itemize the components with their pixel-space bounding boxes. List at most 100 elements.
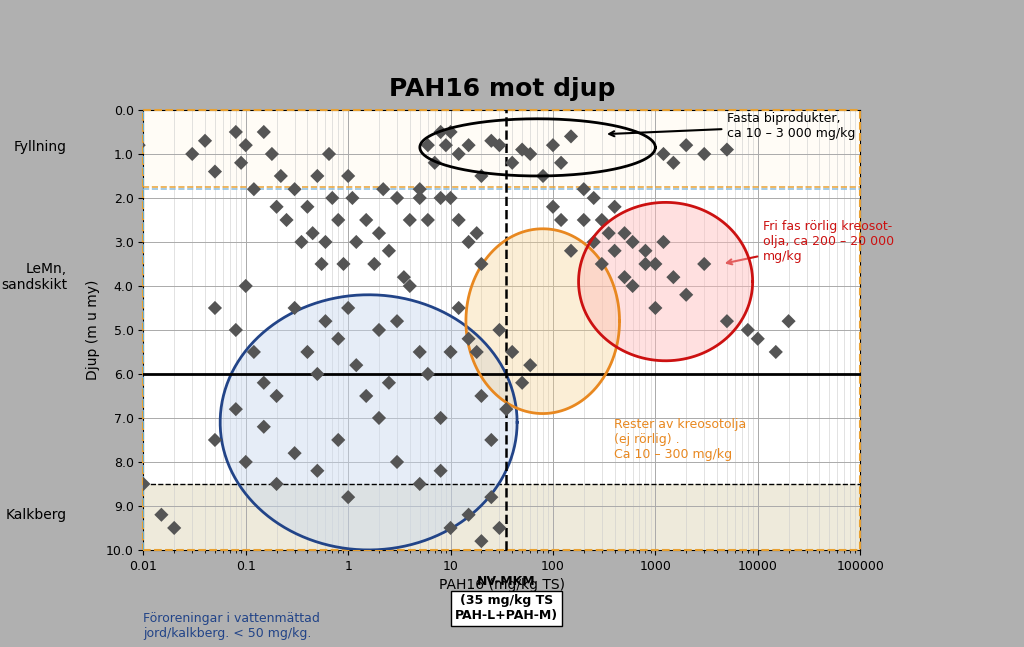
Point xyxy=(309,466,326,476)
Point xyxy=(197,136,213,146)
Point xyxy=(293,237,309,247)
Point xyxy=(492,523,508,533)
Point xyxy=(780,316,797,326)
Point xyxy=(304,228,321,238)
Point xyxy=(563,246,580,256)
Point xyxy=(655,149,672,159)
Point xyxy=(340,171,356,181)
Point xyxy=(321,149,337,159)
Point xyxy=(719,316,735,326)
Point xyxy=(317,237,334,247)
Point xyxy=(647,303,664,313)
Point xyxy=(678,140,694,150)
Point xyxy=(461,237,477,247)
Point xyxy=(678,290,694,300)
Point xyxy=(625,237,641,247)
Point xyxy=(483,136,500,146)
Point xyxy=(522,360,539,370)
Point xyxy=(330,215,346,225)
Point xyxy=(256,378,272,388)
Point xyxy=(340,303,356,313)
Point xyxy=(256,127,272,137)
Point xyxy=(299,202,315,212)
Text: Fyllning: Fyllning xyxy=(14,140,67,155)
Point xyxy=(272,171,289,181)
Point xyxy=(514,378,530,388)
Point xyxy=(358,391,375,401)
Point xyxy=(473,536,489,546)
Point xyxy=(666,158,682,168)
Point xyxy=(340,492,356,502)
Point xyxy=(125,369,141,379)
Point xyxy=(264,149,281,159)
Point xyxy=(616,228,633,238)
Point xyxy=(227,325,244,335)
Text: Fri fas rörlig kreosot-
olja, ca 200 – 20 000
mg/kg: Fri fas rörlig kreosot- olja, ca 200 – 2… xyxy=(727,220,894,265)
Text: Kalkberg: Kalkberg xyxy=(6,508,67,521)
Point xyxy=(483,435,500,445)
Bar xyxy=(143,484,860,550)
Point xyxy=(412,184,428,194)
Point xyxy=(514,144,530,155)
Point xyxy=(427,158,443,168)
Point xyxy=(469,347,485,357)
Point xyxy=(395,272,412,282)
Point xyxy=(473,259,489,269)
Point xyxy=(238,457,254,467)
Point xyxy=(287,184,303,194)
Point xyxy=(375,184,391,194)
Point xyxy=(313,259,330,269)
Bar xyxy=(143,110,860,550)
Point xyxy=(750,334,766,344)
Point xyxy=(432,466,449,476)
Point xyxy=(696,259,713,269)
Text: Fasta biprodukter,
ca 10 – 3 000 mg/kg: Fasta biprodukter, ca 10 – 3 000 mg/kg xyxy=(609,112,855,140)
Point xyxy=(647,259,664,269)
Point xyxy=(367,259,383,269)
Point xyxy=(389,316,406,326)
Point xyxy=(246,347,262,357)
Point xyxy=(625,281,641,291)
Point xyxy=(498,404,514,414)
Point xyxy=(600,228,616,238)
Point xyxy=(381,378,397,388)
Point xyxy=(130,140,146,150)
Point xyxy=(184,149,201,159)
Point xyxy=(586,193,602,203)
Point xyxy=(606,202,623,212)
Point xyxy=(637,246,653,256)
Text: Rester av kreosotolja
(ej rörlig) .
Ca 10 – 300 mg/kg: Rester av kreosotolja (ej rörlig) . Ca 1… xyxy=(614,418,746,461)
Point xyxy=(451,215,467,225)
Point xyxy=(586,237,602,247)
Point xyxy=(719,144,735,155)
Point xyxy=(432,193,449,203)
Point xyxy=(389,193,406,203)
Point xyxy=(389,457,406,467)
Point xyxy=(469,228,485,238)
Point xyxy=(238,140,254,150)
X-axis label: PAH16 (mg/kg TS): PAH16 (mg/kg TS) xyxy=(438,578,565,592)
Point xyxy=(655,237,672,247)
Text: (35 mg/kg TS
PAH-L+PAH-M): (35 mg/kg TS PAH-L+PAH-M) xyxy=(455,595,558,622)
Point xyxy=(461,334,477,344)
Y-axis label: Djup (m u my): Djup (m u my) xyxy=(86,280,100,380)
Point xyxy=(299,347,315,357)
Point xyxy=(451,303,467,313)
Point xyxy=(420,369,436,379)
Point xyxy=(412,193,428,203)
Point xyxy=(268,391,285,401)
Point xyxy=(330,334,346,344)
Point xyxy=(522,149,539,159)
Point xyxy=(348,237,365,247)
Point xyxy=(412,479,428,489)
Point xyxy=(575,215,592,225)
Point xyxy=(309,369,326,379)
Point xyxy=(256,422,272,432)
Point xyxy=(437,140,454,150)
Point xyxy=(563,131,580,142)
Point xyxy=(309,171,326,181)
Point xyxy=(325,193,341,203)
Point xyxy=(768,347,784,357)
Point xyxy=(227,127,244,137)
Point xyxy=(401,281,418,291)
